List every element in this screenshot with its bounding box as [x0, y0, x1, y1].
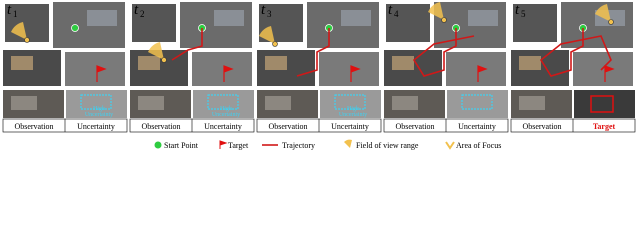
map-region: [5, 4, 49, 42]
target-flag: [350, 65, 361, 82]
legend-label: Target: [228, 141, 249, 150]
overlay-text: Uncertainty: [85, 112, 113, 118]
trajectory: [171, 28, 203, 61]
target-flag: [604, 65, 615, 82]
second-image: [447, 90, 508, 118]
legend-icon: [154, 141, 162, 149]
time-subscript: 1: [13, 9, 18, 19]
map-region: [192, 52, 252, 86]
field-of-view: [148, 42, 164, 60]
agent: [441, 17, 447, 23]
overlay-text: Uncertainty: [339, 112, 367, 118]
time-label: t: [261, 2, 266, 18]
overlay-text: Uncertainty: [212, 112, 240, 118]
time-subscript: 5: [521, 9, 526, 19]
map-region: [386, 4, 430, 42]
map-room: [214, 10, 244, 26]
caption: Observation: [268, 122, 307, 131]
field-of-view: [428, 2, 444, 20]
legend-icon: [445, 141, 455, 150]
second-image: [574, 90, 635, 118]
map-room: [519, 56, 541, 70]
time-label: t: [515, 2, 520, 18]
trajectory: [539, 28, 612, 77]
legend-label: Trajectory: [282, 141, 315, 150]
map-region: [513, 4, 557, 42]
target-box: [590, 95, 614, 113]
observation-detail: [265, 96, 291, 110]
caption: Observation: [14, 122, 53, 131]
legend-label: Start Point: [164, 141, 199, 150]
map-room: [87, 10, 117, 26]
caption: Uncertainty: [204, 122, 242, 131]
overlay-text: High: [93, 106, 105, 112]
agent: [24, 37, 30, 43]
map-region: [65, 52, 125, 86]
field-of-view: [595, 4, 611, 22]
map-room: [341, 10, 371, 26]
trajectory: [296, 28, 330, 77]
time-subscript: 3: [267, 9, 272, 19]
map-region: [132, 4, 176, 42]
map-room: [138, 56, 160, 70]
agent: [608, 19, 614, 25]
time-subscript: 4: [394, 9, 399, 19]
map-region: [319, 52, 379, 86]
time-subscript: 2: [140, 9, 145, 19]
time-label: t: [388, 2, 393, 18]
map-room: [11, 56, 33, 70]
overlay-text: High: [220, 106, 232, 112]
caption: Observation: [522, 122, 561, 131]
caption: Observation: [141, 122, 180, 131]
uncertainty-box: [334, 94, 366, 110]
uncertainty-box: [207, 94, 239, 110]
target-flag: [96, 65, 107, 82]
map-room: [265, 56, 287, 70]
time-label: t: [7, 2, 12, 18]
legend-label: Area of Focus: [456, 141, 501, 150]
start-point: [71, 24, 79, 32]
panel: t 4 Observation Uncertainty: [383, 0, 509, 133]
map-room: [468, 10, 498, 26]
trajectory: [412, 28, 475, 77]
uncertainty-box: [80, 94, 112, 110]
map-region: [446, 52, 506, 86]
caption: Target: [593, 122, 616, 131]
map-room: [392, 56, 414, 70]
agent: [272, 41, 278, 47]
caption: Uncertainty: [77, 122, 115, 131]
panel: t 5 Observation Target: [510, 0, 636, 133]
observation-detail: [138, 96, 164, 110]
target-flag: [477, 65, 488, 82]
caption: Uncertainty: [331, 122, 369, 131]
observation-detail: [519, 96, 545, 110]
legend-icon: [344, 139, 352, 148]
observation-detail: [11, 96, 37, 110]
overlay-text: High: [347, 106, 359, 112]
target-flag: [223, 65, 234, 82]
uncertainty-box: [461, 94, 493, 110]
legend-label: Field of view range: [356, 141, 419, 150]
agent: [161, 57, 167, 63]
caption: Uncertainty: [458, 122, 496, 131]
caption: Observation: [395, 122, 434, 131]
field-of-view: [259, 26, 275, 44]
legend-icon: [219, 140, 228, 149]
field-of-view: [11, 22, 27, 40]
time-label: t: [134, 2, 139, 18]
observation-detail: [392, 96, 418, 110]
